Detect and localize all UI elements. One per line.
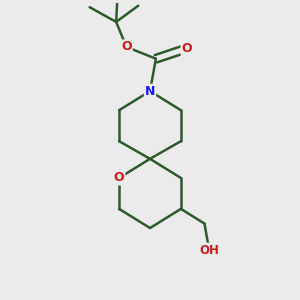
Text: OH: OH	[199, 244, 219, 256]
Text: N: N	[145, 85, 155, 98]
Text: O: O	[182, 42, 192, 55]
Text: O: O	[121, 40, 132, 53]
Text: O: O	[114, 172, 124, 184]
